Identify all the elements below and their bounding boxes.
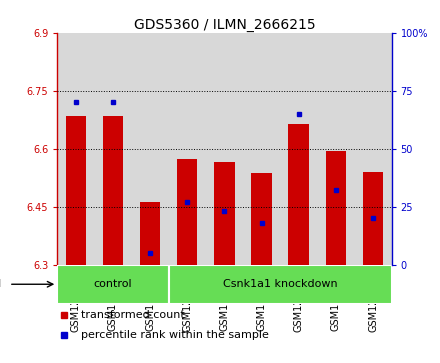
Bar (140, 202, 160, 265)
Bar (206, 33, 243, 265)
Bar (243, 33, 280, 265)
Bar (94, 33, 132, 265)
Bar (251, 173, 272, 265)
Bar (355, 33, 392, 265)
Text: transformed count: transformed count (81, 310, 184, 320)
Text: percentile rank within the sample: percentile rank within the sample (81, 330, 268, 340)
Bar (363, 172, 383, 265)
Bar (66, 116, 86, 265)
Text: Csnk1a1 knockdown: Csnk1a1 knockdown (223, 279, 337, 289)
Bar (214, 162, 235, 265)
Text: control: control (94, 279, 132, 289)
Bar (132, 33, 169, 265)
Title: GDS5360 / ILMN_2666215: GDS5360 / ILMN_2666215 (134, 18, 315, 32)
Bar (317, 33, 355, 265)
Bar (169, 33, 206, 265)
Bar (169, 265, 392, 304)
Text: protocol: protocol (0, 279, 1, 289)
Bar (326, 151, 346, 265)
Bar (177, 159, 198, 265)
Bar (289, 123, 309, 265)
Bar (280, 33, 317, 265)
Bar (57, 265, 169, 304)
Bar (103, 116, 123, 265)
Bar (57, 33, 94, 265)
